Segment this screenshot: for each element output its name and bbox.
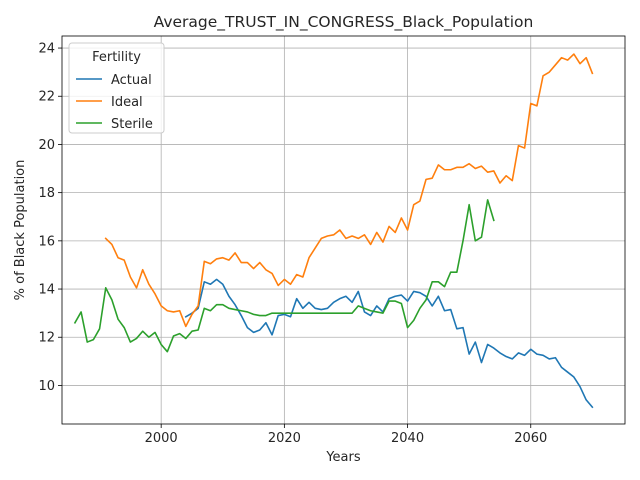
chart-title: Average_TRUST_IN_CONGRESS_Black_Populati… bbox=[154, 13, 534, 32]
legend-label-sterile: Sterile bbox=[111, 117, 153, 132]
y-tick-label: 12 bbox=[38, 331, 55, 346]
x-tick-label: 2020 bbox=[268, 431, 301, 446]
x-tick-label: 2040 bbox=[391, 431, 424, 446]
y-tick-label: 16 bbox=[38, 234, 55, 249]
y-axis-label: % of Black Population bbox=[13, 160, 28, 301]
x-axis-label: Years bbox=[325, 450, 361, 465]
legend-label-actual: Actual bbox=[111, 73, 152, 88]
y-tick-label: 14 bbox=[38, 283, 55, 298]
legend-label-ideal: Ideal bbox=[111, 95, 143, 110]
y-tick-label: 18 bbox=[38, 186, 55, 201]
y-tick-label: 10 bbox=[38, 379, 55, 394]
x-tick-label: 2000 bbox=[145, 431, 178, 446]
x-tick-label: 2060 bbox=[514, 431, 547, 446]
legend: Fertility Actual Ideal Sterile bbox=[69, 43, 164, 133]
y-tick-label: 24 bbox=[38, 42, 55, 57]
legend-title: Fertility bbox=[92, 50, 141, 65]
y-tick-label: 22 bbox=[38, 90, 55, 105]
y-tick-label: 20 bbox=[38, 138, 55, 153]
